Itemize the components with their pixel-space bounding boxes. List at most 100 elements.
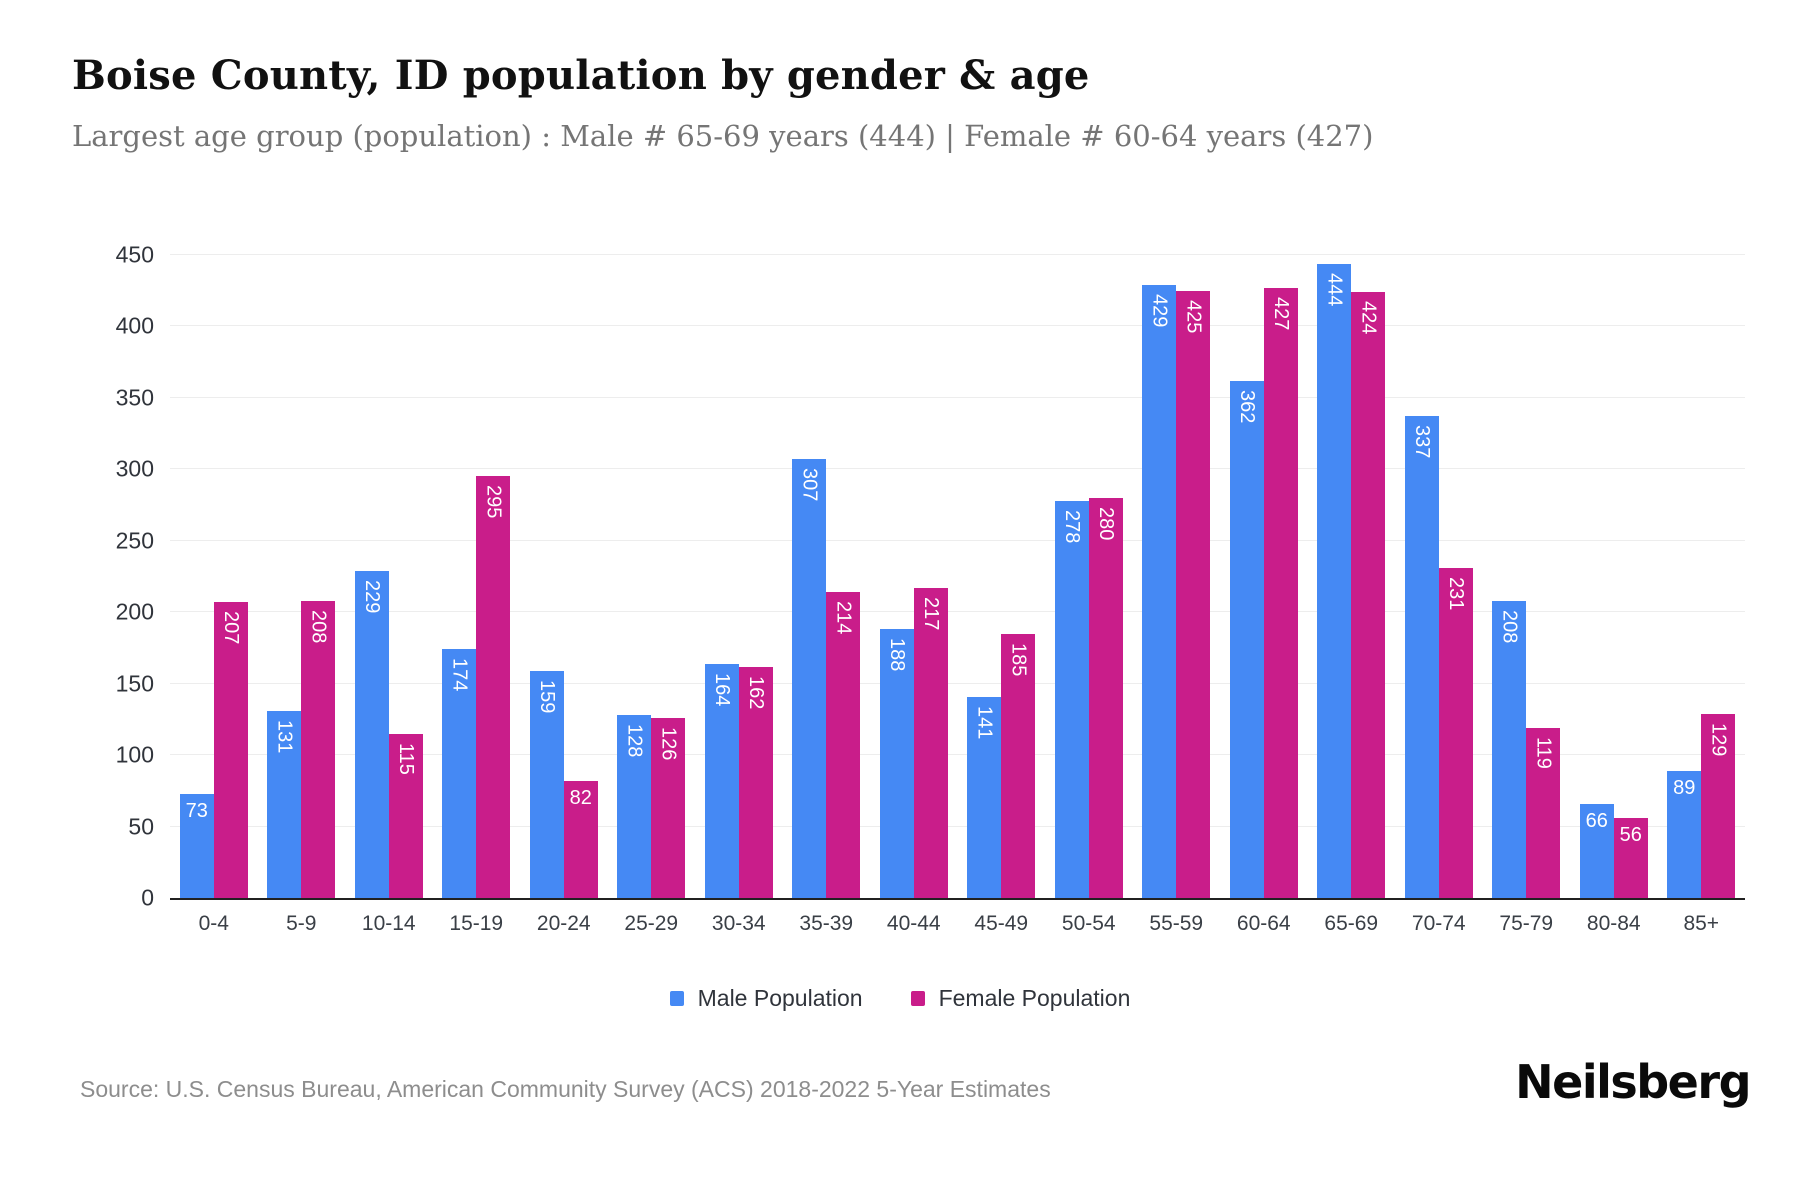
female-bar: 425 xyxy=(1176,290,1211,898)
chart-footer: Source: U.S. Census Bureau, American Com… xyxy=(0,1055,1800,1109)
y-axis-tick-label: 250 xyxy=(115,527,154,554)
y-axis-tick-label: 0 xyxy=(141,884,154,911)
bar-value-label: 307 xyxy=(798,468,821,502)
male-bar: 444 xyxy=(1317,263,1352,898)
bar-group: 141 185 xyxy=(958,255,1046,898)
male-bar: 174 xyxy=(442,649,477,898)
bars-row: 73 207 131 208 229 115 174 295 159 82 128 126 164 162… xyxy=(170,255,1745,898)
female-bar: 126 xyxy=(651,717,686,898)
female-bar: 217 xyxy=(913,587,948,898)
bar-value-label: 229 xyxy=(360,579,383,614)
male-bar: 141 xyxy=(967,696,1002,898)
bar-value-label: 337 xyxy=(1410,425,1433,459)
x-axis-category-label: 65-69 xyxy=(1324,912,1379,935)
male-bar: 307 xyxy=(792,459,827,898)
y-axis-tick-label: 50 xyxy=(128,813,154,840)
male-bar: 66 xyxy=(1579,803,1614,898)
chart-legend: Male Population Female Population xyxy=(0,985,1800,1012)
bar-group: 66 56 xyxy=(1570,255,1658,898)
male-bar: 131 xyxy=(267,710,302,898)
bar-value-label: 115 xyxy=(394,742,417,775)
male-bar: 164 xyxy=(704,663,739,898)
bar-value-label: 174 xyxy=(448,658,471,692)
bar-group: 89 129 xyxy=(1658,255,1746,898)
male-bar: 362 xyxy=(1229,380,1264,898)
chart-title: Boise County, ID population by gender & … xyxy=(72,52,1090,99)
x-axis-category-label: 55-59 xyxy=(1149,912,1204,935)
gridline xyxy=(170,754,1745,756)
x-axis-category-label: 85+ xyxy=(1683,912,1720,935)
bar-group: 188 217 xyxy=(870,255,958,898)
bar-value-label: 362 xyxy=(1235,389,1258,424)
female-bar: 207 xyxy=(213,602,248,898)
y-axis-tick-label: 150 xyxy=(115,670,154,697)
bar-value-label: 89 xyxy=(1673,776,1696,799)
x-axis: 0-4 5-9 10-14 15-19 20-24 25-29 30-34 35-39 40-4… xyxy=(170,912,1745,936)
bar-value-label: 278 xyxy=(1060,509,1083,544)
y-axis-tick-label: 400 xyxy=(115,312,154,339)
x-axis-category-label: 80-84 xyxy=(1586,912,1641,935)
female-bar: 208 xyxy=(301,600,336,898)
bar-value-label: 207 xyxy=(219,611,242,645)
male-bar: 159 xyxy=(529,670,564,898)
bar-group: 337 231 xyxy=(1395,255,1483,898)
male-bar: 128 xyxy=(617,715,652,898)
bar-value-label: 208 xyxy=(1498,609,1521,644)
female-bar: 424 xyxy=(1351,292,1386,898)
chart-header: Boise County, ID population by gender & … xyxy=(0,0,1800,153)
x-axis-category-label: 25-29 xyxy=(624,912,679,935)
bar-value-label: 444 xyxy=(1323,272,1346,306)
gridline xyxy=(170,396,1745,398)
bar-value-label: 56 xyxy=(1619,823,1642,846)
bar-value-label: 66 xyxy=(1585,809,1608,832)
x-axis-category-label: 60-64 xyxy=(1236,912,1291,935)
x-axis-category-label: 10-14 xyxy=(361,912,416,935)
bar-value-label: 162 xyxy=(744,675,767,709)
bar-value-label: 231 xyxy=(1444,576,1467,611)
male-bar: 337 xyxy=(1404,416,1439,898)
bar-value-label: 159 xyxy=(535,679,558,714)
x-axis-category-label: 30-34 xyxy=(711,912,766,935)
gridline xyxy=(170,254,1745,255)
bar-value-label: 119 xyxy=(1532,736,1555,769)
bar-value-label: 82 xyxy=(569,786,592,809)
legend-item-male: Male Population xyxy=(669,985,863,1012)
source-attribution: Source: U.S. Census Bureau, American Com… xyxy=(80,1076,1051,1102)
bar-value-label: 208 xyxy=(307,609,330,644)
female-bar: 56 xyxy=(1613,817,1648,898)
bar-value-label: 424 xyxy=(1357,301,1380,335)
bar-group: 362 427 xyxy=(1220,255,1308,898)
bar-group: 131 208 xyxy=(258,255,346,898)
bar-value-label: 126 xyxy=(657,726,680,761)
bar-value-label: 427 xyxy=(1269,296,1292,331)
female-bar: 295 xyxy=(476,476,511,898)
bar-group: 208 119 xyxy=(1483,255,1571,898)
bar-group: 429 425 xyxy=(1133,255,1221,898)
chart-subtitle: Largest age group (population) : Male # … xyxy=(72,119,1374,153)
bar-value-label: 73 xyxy=(185,799,208,822)
legend-swatch-icon xyxy=(910,991,925,1006)
female-bar: 427 xyxy=(1263,287,1298,898)
neilsberg-logo: Neilsberg xyxy=(1515,1055,1751,1109)
gridline xyxy=(170,539,1745,541)
bar-value-label: 185 xyxy=(1007,642,1030,677)
x-axis-category-label: 5-9 xyxy=(286,912,317,935)
y-axis-tick-label: 450 xyxy=(115,241,154,268)
bar-group: 444 424 xyxy=(1308,255,1396,898)
x-axis-category-label: 45-49 xyxy=(974,912,1029,935)
x-axis-category-label: 35-39 xyxy=(799,912,854,935)
legend-swatch-icon xyxy=(669,991,684,1006)
bar-group: 128 126 xyxy=(608,255,696,898)
bar-value-label: 128 xyxy=(623,724,646,758)
male-bar: 208 xyxy=(1492,600,1527,898)
male-bar: 89 xyxy=(1667,770,1702,898)
male-bar: 278 xyxy=(1054,500,1089,898)
gridline xyxy=(170,682,1745,684)
bar-value-label: 217 xyxy=(919,596,942,631)
bar-value-label: 425 xyxy=(1182,299,1205,334)
y-axis-tick-label: 300 xyxy=(115,455,154,482)
y-axis-tick-label: 200 xyxy=(115,598,154,625)
bar-value-label: 295 xyxy=(482,485,505,519)
x-axis-category-label: 70-74 xyxy=(1411,912,1466,935)
